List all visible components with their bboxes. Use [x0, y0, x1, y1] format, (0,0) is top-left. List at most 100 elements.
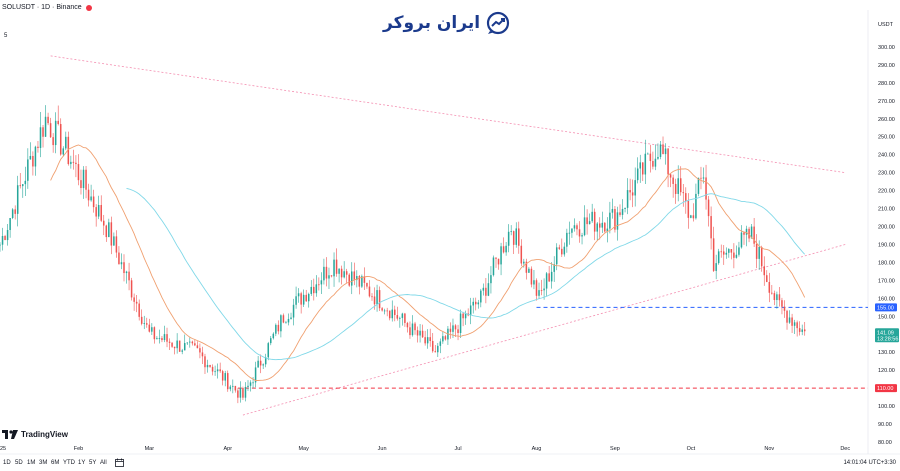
candle-body [333, 259, 335, 277]
candle-body [687, 200, 690, 218]
candle-body [95, 207, 97, 217]
candle-body [674, 183, 677, 194]
calendar-icon[interactable] [115, 458, 124, 469]
candle-body [297, 293, 300, 297]
candle-body [244, 387, 247, 398]
range-5d-button[interactable]: 5D [15, 460, 23, 466]
candle-body [550, 271, 553, 282]
candle-body [196, 345, 199, 349]
level-110-badge-bg [875, 384, 897, 393]
candle-body [449, 328, 452, 332]
candle-body [535, 280, 538, 296]
candle-body [54, 120, 57, 146]
candle-body [396, 315, 399, 319]
candle-body [606, 228, 609, 232]
candle-body [669, 174, 672, 178]
range-1d-button[interactable]: 1D [3, 460, 11, 466]
range-3m-button[interactable]: 3M [39, 460, 48, 466]
candle-body [280, 315, 282, 332]
price-tick-label: 250.00 [878, 135, 895, 141]
candle-body [340, 268, 343, 278]
range-1m-button[interactable]: 1M [27, 460, 36, 466]
candle-body [631, 192, 634, 196]
candle-body [588, 221, 591, 225]
candle-body [72, 161, 75, 163]
candle-body [328, 275, 330, 279]
range-6m-button[interactable]: 6M [51, 460, 60, 466]
candle-body [264, 357, 267, 365]
candle-body [558, 247, 561, 249]
candle-body [697, 177, 700, 194]
volume-legend: 5 [4, 33, 8, 39]
candle-body [710, 216, 712, 239]
candle-body [758, 246, 760, 259]
broker-logo: ایران بروکر [383, 8, 518, 38]
candle-body [257, 360, 259, 368]
time-axis[interactable]: 2025 Feb Mar Apr May Jun Jul Aug Sep Oct Nov Dec [0, 446, 850, 452]
candle-body [555, 247, 558, 265]
candle-body [125, 271, 128, 274]
candle-body [533, 280, 535, 285]
candle-body [27, 159, 29, 181]
candle-body [717, 251, 720, 264]
time-tick-label: Feb [74, 446, 83, 452]
candle-body [75, 162, 77, 165]
candle-body [49, 123, 52, 138]
candle-body [191, 341, 194, 344]
candle-body [232, 385, 234, 387]
candle-body [712, 238, 715, 271]
candle-body [664, 148, 667, 155]
candle-body [113, 236, 115, 246]
clock-readout[interactable]: 14:01:04 UTC+3:30 [843, 460, 896, 466]
candle-body [57, 120, 59, 125]
candle-body [525, 261, 528, 273]
range-ytd-button[interactable]: YTD [63, 460, 75, 466]
candle-body [171, 342, 173, 347]
candle-body [419, 330, 421, 336]
candle-body [740, 232, 743, 248]
candle-body [254, 367, 257, 383]
candle-body [647, 153, 649, 155]
candle-body [621, 208, 624, 215]
candle-body [16, 185, 19, 214]
candle-body [581, 235, 583, 237]
candle-body [163, 334, 166, 341]
candle-body [37, 146, 39, 148]
candle-body [639, 162, 642, 169]
range-all-button[interactable]: All [100, 460, 107, 466]
candle-body [247, 385, 249, 388]
upper-trendline [50, 55, 846, 174]
price-axis[interactable]: USDT 300.00 290.00 280.00 270.00 260.00 250.00… [878, 22, 895, 446]
candle-body [383, 310, 386, 312]
candle-body [801, 329, 803, 332]
tradingview-watermark: TradingView [2, 430, 68, 439]
candle-body [168, 341, 171, 343]
range-1y-button[interactable]: 1Y [78, 460, 86, 466]
candle-body [282, 315, 285, 323]
candle-body [614, 208, 616, 230]
candle-body [502, 246, 505, 253]
trend-up-chat-icon [486, 11, 510, 35]
candle-body [434, 351, 437, 353]
candle-body [211, 366, 214, 372]
candle-body [290, 317, 292, 319]
candle-body [548, 273, 550, 282]
range-5y-button[interactable]: 5Y [89, 460, 97, 466]
symbol-header[interactable]: SOLUSDT · 1D · Binance [2, 4, 92, 11]
candle-body [65, 136, 67, 149]
candle-body [644, 153, 647, 175]
candle-body [252, 382, 254, 384]
candle-body [181, 350, 183, 352]
candle-body [381, 308, 383, 311]
price-tick-label: 220.00 [878, 189, 895, 195]
candle-body [325, 266, 328, 279]
candle-body [459, 313, 462, 334]
chart-grid [0, 10, 900, 455]
watermark-text: TradingView [21, 430, 68, 439]
moving-averages [50, 144, 806, 381]
candle-body [444, 336, 447, 340]
candle-body [657, 156, 659, 159]
price-tick-label: 270.00 [878, 99, 895, 105]
candle-body [295, 296, 297, 305]
